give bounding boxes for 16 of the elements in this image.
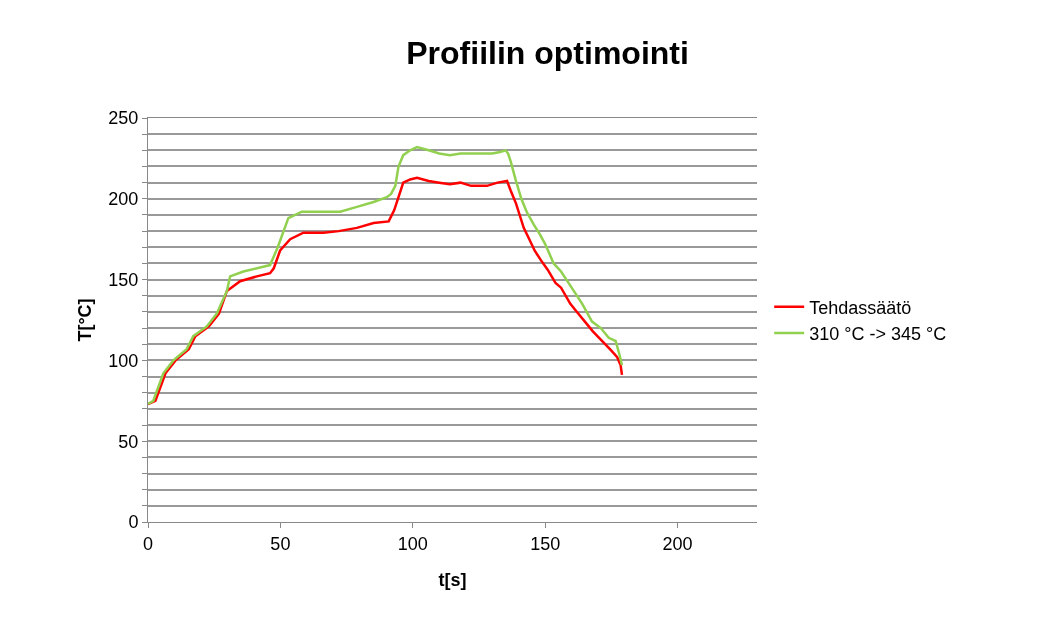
y-tick-label: 200 — [108, 189, 139, 210]
y-tick-label: 250 — [108, 108, 139, 129]
legend-label: Tehdassäätö — [809, 297, 912, 318]
y-tick-label: 0 — [128, 512, 139, 533]
y-axis-title: T[°C] — [74, 298, 95, 342]
x-tick-label: 0 — [142, 533, 154, 554]
x-tick-label: 150 — [530, 533, 561, 554]
x-tick-label: 200 — [662, 533, 693, 554]
y-tick-label: 100 — [108, 350, 139, 371]
legend-label: 310 °C -> 345 °C — [809, 324, 947, 345]
y-tick-label: 150 — [108, 269, 139, 290]
x-axis-title: t[s] — [438, 570, 467, 590]
x-tick-label: 50 — [270, 533, 291, 554]
chart-title: Profiilin optimointi — [406, 35, 689, 72]
x-tick-label: 100 — [397, 533, 428, 554]
y-tick-label: 50 — [118, 431, 139, 452]
